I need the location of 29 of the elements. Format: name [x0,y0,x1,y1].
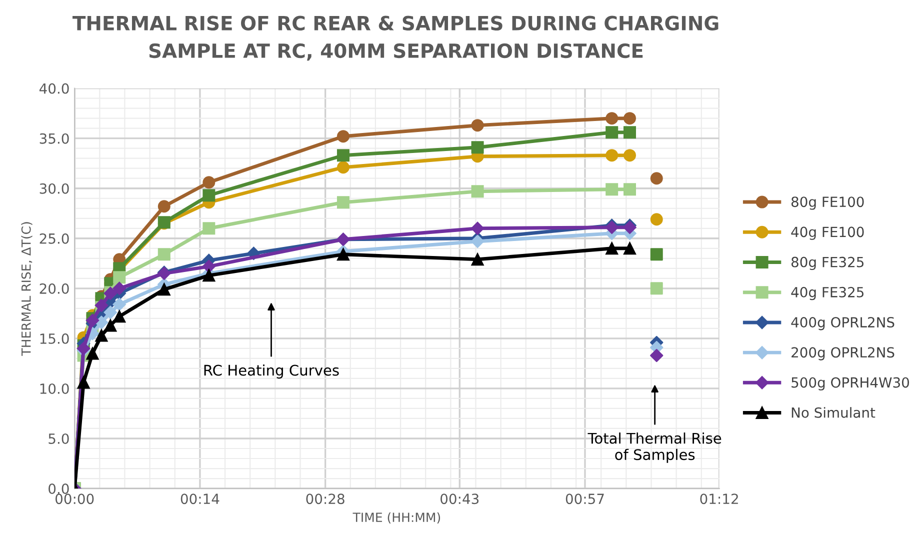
chart-title: THERMAL RISE OF RC REAR & SAMPLES DURING CHARGING [72,16,718,30]
x-tick-label: 01:12 [700,494,738,504]
legend-label: 500g OPRH4W30 [792,377,909,390]
y-tick-label: 40.0 [39,83,69,94]
legend-label: 40g FE100 [791,226,864,240]
annotation: RC Heating Curves [204,364,339,379]
x-axis-title: TIME (HH:MM) [352,512,440,524]
y-axis-title: THERMAL RISE, ΔT(C) [21,222,32,356]
chart-subtitle: SAMPLE AT RC, 40MM SEPARATION DISTANCE [149,43,643,61]
x-tick-label: 00:00 [56,494,94,504]
x-tick-label: 00:14 [180,494,220,504]
legend-label: No Simulant [792,407,876,418]
y-tick-label: 30.0 [40,183,69,194]
legend-label: 80g FE325 [791,256,864,270]
legend-label: 400g OPRL2NS [791,317,894,330]
y-tick-label: 15.0 [40,333,69,344]
x-tick-label: 00:57 [566,494,604,504]
legend-label: 80g FE100 [791,196,864,210]
y-tick-label: 5.0 [48,433,69,444]
y-tick-label: 35.0 [40,133,69,144]
y-tick-label: 25.0 [40,233,69,244]
y-tick-label: 20.0 [40,283,69,294]
x-tick-label: 00:43 [440,494,479,504]
legend-label: 200g OPRL2NS [792,347,894,360]
annotation: Total Thermal Rise of Samples [588,432,722,463]
legend-label: 40g FE325 [791,286,864,300]
x-tick-label: 00:28 [306,494,344,504]
y-tick-label: 0.0 [48,483,69,494]
y-tick-label: 10.0 [40,383,69,394]
